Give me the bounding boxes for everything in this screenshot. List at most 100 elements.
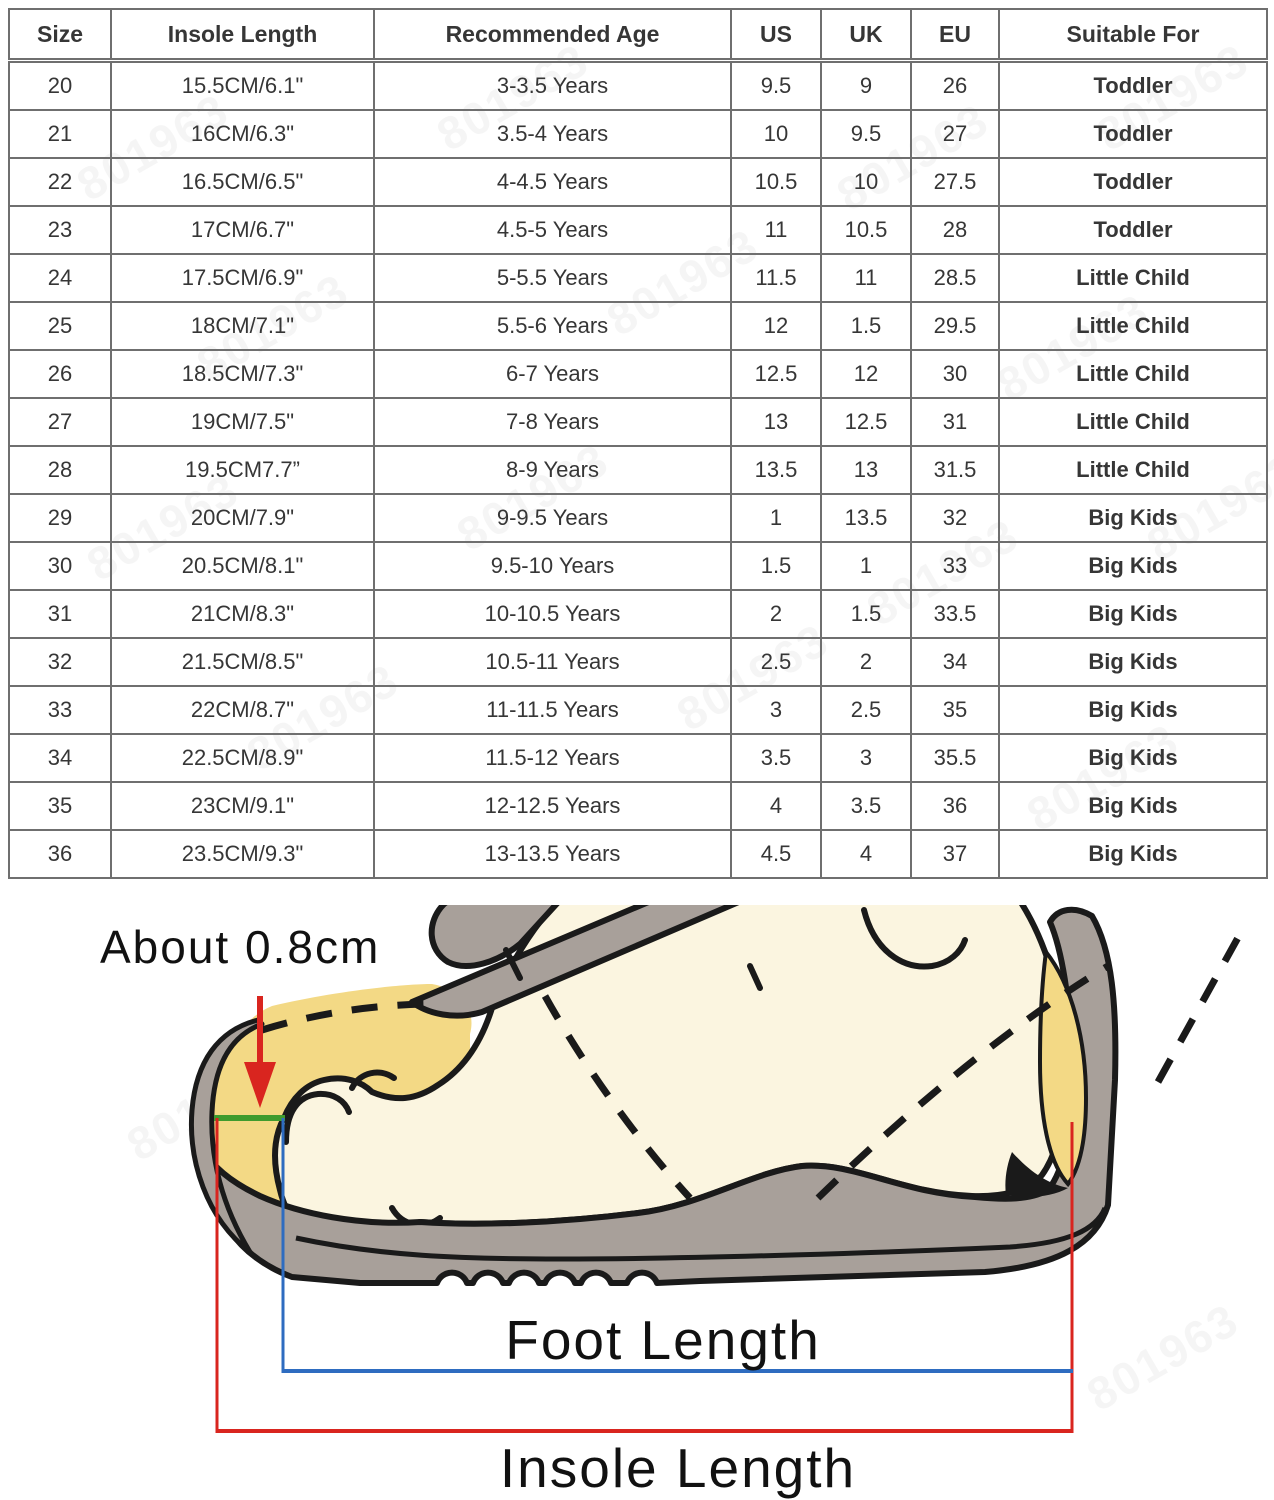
table-cell: Toddler <box>998 109 1268 159</box>
table-cell: 31.5 <box>910 445 1000 495</box>
table-cell: 10 <box>730 109 822 159</box>
table-cell: 31 <box>910 397 1000 447</box>
table-cell: 11.5-12 Years <box>373 733 732 783</box>
table-cell: 2.5 <box>730 637 822 687</box>
table-row: 36 23.5CM/9.3" 13-13.5 Years 4.5 4 37 Big Kids <box>8 829 1268 879</box>
table-cell: 3 <box>820 733 912 783</box>
table-cell: 18.5CM/7.3" <box>110 349 375 399</box>
table-cell: 27 <box>910 109 1000 159</box>
table-cell: 35 <box>910 685 1000 735</box>
table-cell: Little Child <box>998 397 1268 447</box>
table-cell: 12 <box>820 349 912 399</box>
table-cell: 9-9.5 Years <box>373 493 732 543</box>
table-cell: 21 <box>8 109 112 159</box>
table-cell: 26 <box>8 349 112 399</box>
table-row: 32 21.5CM/8.5" 10.5-11 Years 2.5 2 34 Big Kids <box>8 637 1268 687</box>
table-cell: 5.5-6 Years <box>373 301 732 351</box>
table-cell: 4.5 <box>730 829 822 879</box>
table-cell: 30 <box>910 349 1000 399</box>
dashed-lines <box>260 932 1244 1201</box>
table-cell: 4 <box>820 829 912 879</box>
column-header: Insole Length <box>110 8 375 63</box>
table-cell: 6-7 Years <box>373 349 732 399</box>
outsole-line <box>295 1206 1108 1262</box>
foot-strap-tick <box>747 963 763 991</box>
table-cell: 33 <box>910 541 1000 591</box>
table-row: 20 15.5CM/6.1" 3-3.5 Years 9.5 9 26 Toddler <box>8 59 1268 111</box>
table-cell: 36 <box>8 829 112 879</box>
table-row: 26 18.5CM/7.3" 6-7 Years 12.5 12 30 Little Chi… <box>8 349 1268 399</box>
table-cell: Big Kids <box>998 589 1268 639</box>
gap-label: About 0.8cm <box>100 921 381 973</box>
table-cell: 20CM/7.9" <box>110 493 375 543</box>
column-header: Suitable For <box>998 8 1268 63</box>
shoe-toe-cap <box>188 1017 265 1255</box>
table-cell: 26 <box>910 59 1000 111</box>
table-cell: Big Kids <box>998 493 1268 543</box>
table-cell: 16CM/6.3" <box>110 109 375 159</box>
foot-length-label: Foot Length <box>505 1309 821 1371</box>
table-cell: 1 <box>730 493 822 543</box>
column-header: UK <box>820 8 912 63</box>
table-row: 25 18CM/7.1" 5.5-6 Years 12 1.5 29.5 Little Ch… <box>8 301 1268 351</box>
table-cell: 13 <box>820 445 912 495</box>
table-cell: 35.5 <box>910 733 1000 783</box>
table-cell: 15.5CM/6.1" <box>110 59 375 111</box>
ankle-arc <box>861 907 968 970</box>
size-chart-table: Size Insole Length Recommended Age US UK EU Su… <box>8 8 1268 879</box>
toenail-line <box>283 1090 352 1145</box>
table-cell: 32 <box>910 493 1000 543</box>
table-cell: 11 <box>730 205 822 255</box>
table-cell: 19.5CM7.7” <box>110 445 375 495</box>
table-cell: 36 <box>910 781 1000 831</box>
table-cell: Little Child <box>998 349 1268 399</box>
table-cell: 9 <box>820 59 912 111</box>
table-cell: 3-3.5 Years <box>373 59 732 111</box>
table-cell: 9.5 <box>730 59 822 111</box>
table-cell: 1.5 <box>820 301 912 351</box>
table-cell: 12 <box>730 301 822 351</box>
table-cell: 21CM/8.3" <box>110 589 375 639</box>
table-cell: 32 <box>8 637 112 687</box>
table-cell: 11-11.5 Years <box>373 685 732 735</box>
table-cell: 8-9 Years <box>373 445 732 495</box>
table-cell: 35 <box>8 781 112 831</box>
dashed-instep-right <box>815 963 1110 1201</box>
table-cell: 13.5 <box>820 493 912 543</box>
table-cell: 10.5-11 Years <box>373 637 732 687</box>
table-cell: 3.5 <box>730 733 822 783</box>
table-cell: 12.5 <box>820 397 912 447</box>
table-cell: 9.5-10 Years <box>373 541 732 591</box>
insole-length-label: Insole Length <box>499 1437 857 1499</box>
table-cell: 20 <box>8 59 112 111</box>
table-row: 35 23CM/9.1" 12-12.5 Years 4 3.5 36 Big Kids <box>8 781 1268 831</box>
table-row: 21 16CM/6.3" 3.5-4 Years 10 9.5 27 Toddler <box>8 109 1268 159</box>
strap-tab <box>428 905 560 969</box>
table-row: 29 20CM/7.9" 9-9.5 Years 1 13.5 32 Big Kids <box>8 493 1268 543</box>
column-header: Size <box>8 8 112 63</box>
table-cell: 22.5CM/8.9" <box>110 733 375 783</box>
table-cell: Toddler <box>998 59 1268 111</box>
table-row: 23 17CM/6.7" 4.5-5 Years 11 10.5 28 Toddler <box>8 205 1268 255</box>
table-cell: 31 <box>8 589 112 639</box>
measurement-annotations <box>214 996 1074 1433</box>
heel-shadow <box>1005 1152 1068 1197</box>
strap-stitch-tick <box>503 947 523 981</box>
shoe-sole <box>202 906 1119 1286</box>
table-cell: Little Child <box>998 253 1268 303</box>
table-cell: 23 <box>8 205 112 255</box>
table-cell: 3.5 <box>820 781 912 831</box>
table-row: 28 19.5CM7.7” 8-9 Years 13.5 13 31.5 Little Ch… <box>8 445 1268 495</box>
dashed-heel-back <box>1154 932 1244 1084</box>
table-cell: Toddler <box>998 157 1268 207</box>
table-row: 30 20.5CM/8.1" 9.5-10 Years 1.5 1 33 Big Kids <box>8 541 1268 591</box>
table-cell: 17CM/6.7" <box>110 205 375 255</box>
table-cell: 17.5CM/6.9" <box>110 253 375 303</box>
table-cell: 18CM/7.1" <box>110 301 375 351</box>
table-cell: 5-5.5 Years <box>373 253 732 303</box>
table-cell: 12-12.5 Years <box>373 781 732 831</box>
table-cell: 4.5-5 Years <box>373 205 732 255</box>
table-cell: 4 <box>730 781 822 831</box>
table-cell: 2.5 <box>820 685 912 735</box>
table-cell: 10 <box>820 157 912 207</box>
